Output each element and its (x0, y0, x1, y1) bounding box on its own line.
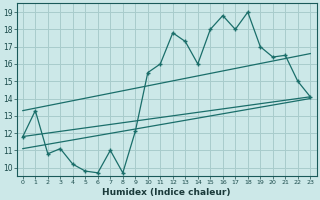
X-axis label: Humidex (Indice chaleur): Humidex (Indice chaleur) (102, 188, 231, 197)
